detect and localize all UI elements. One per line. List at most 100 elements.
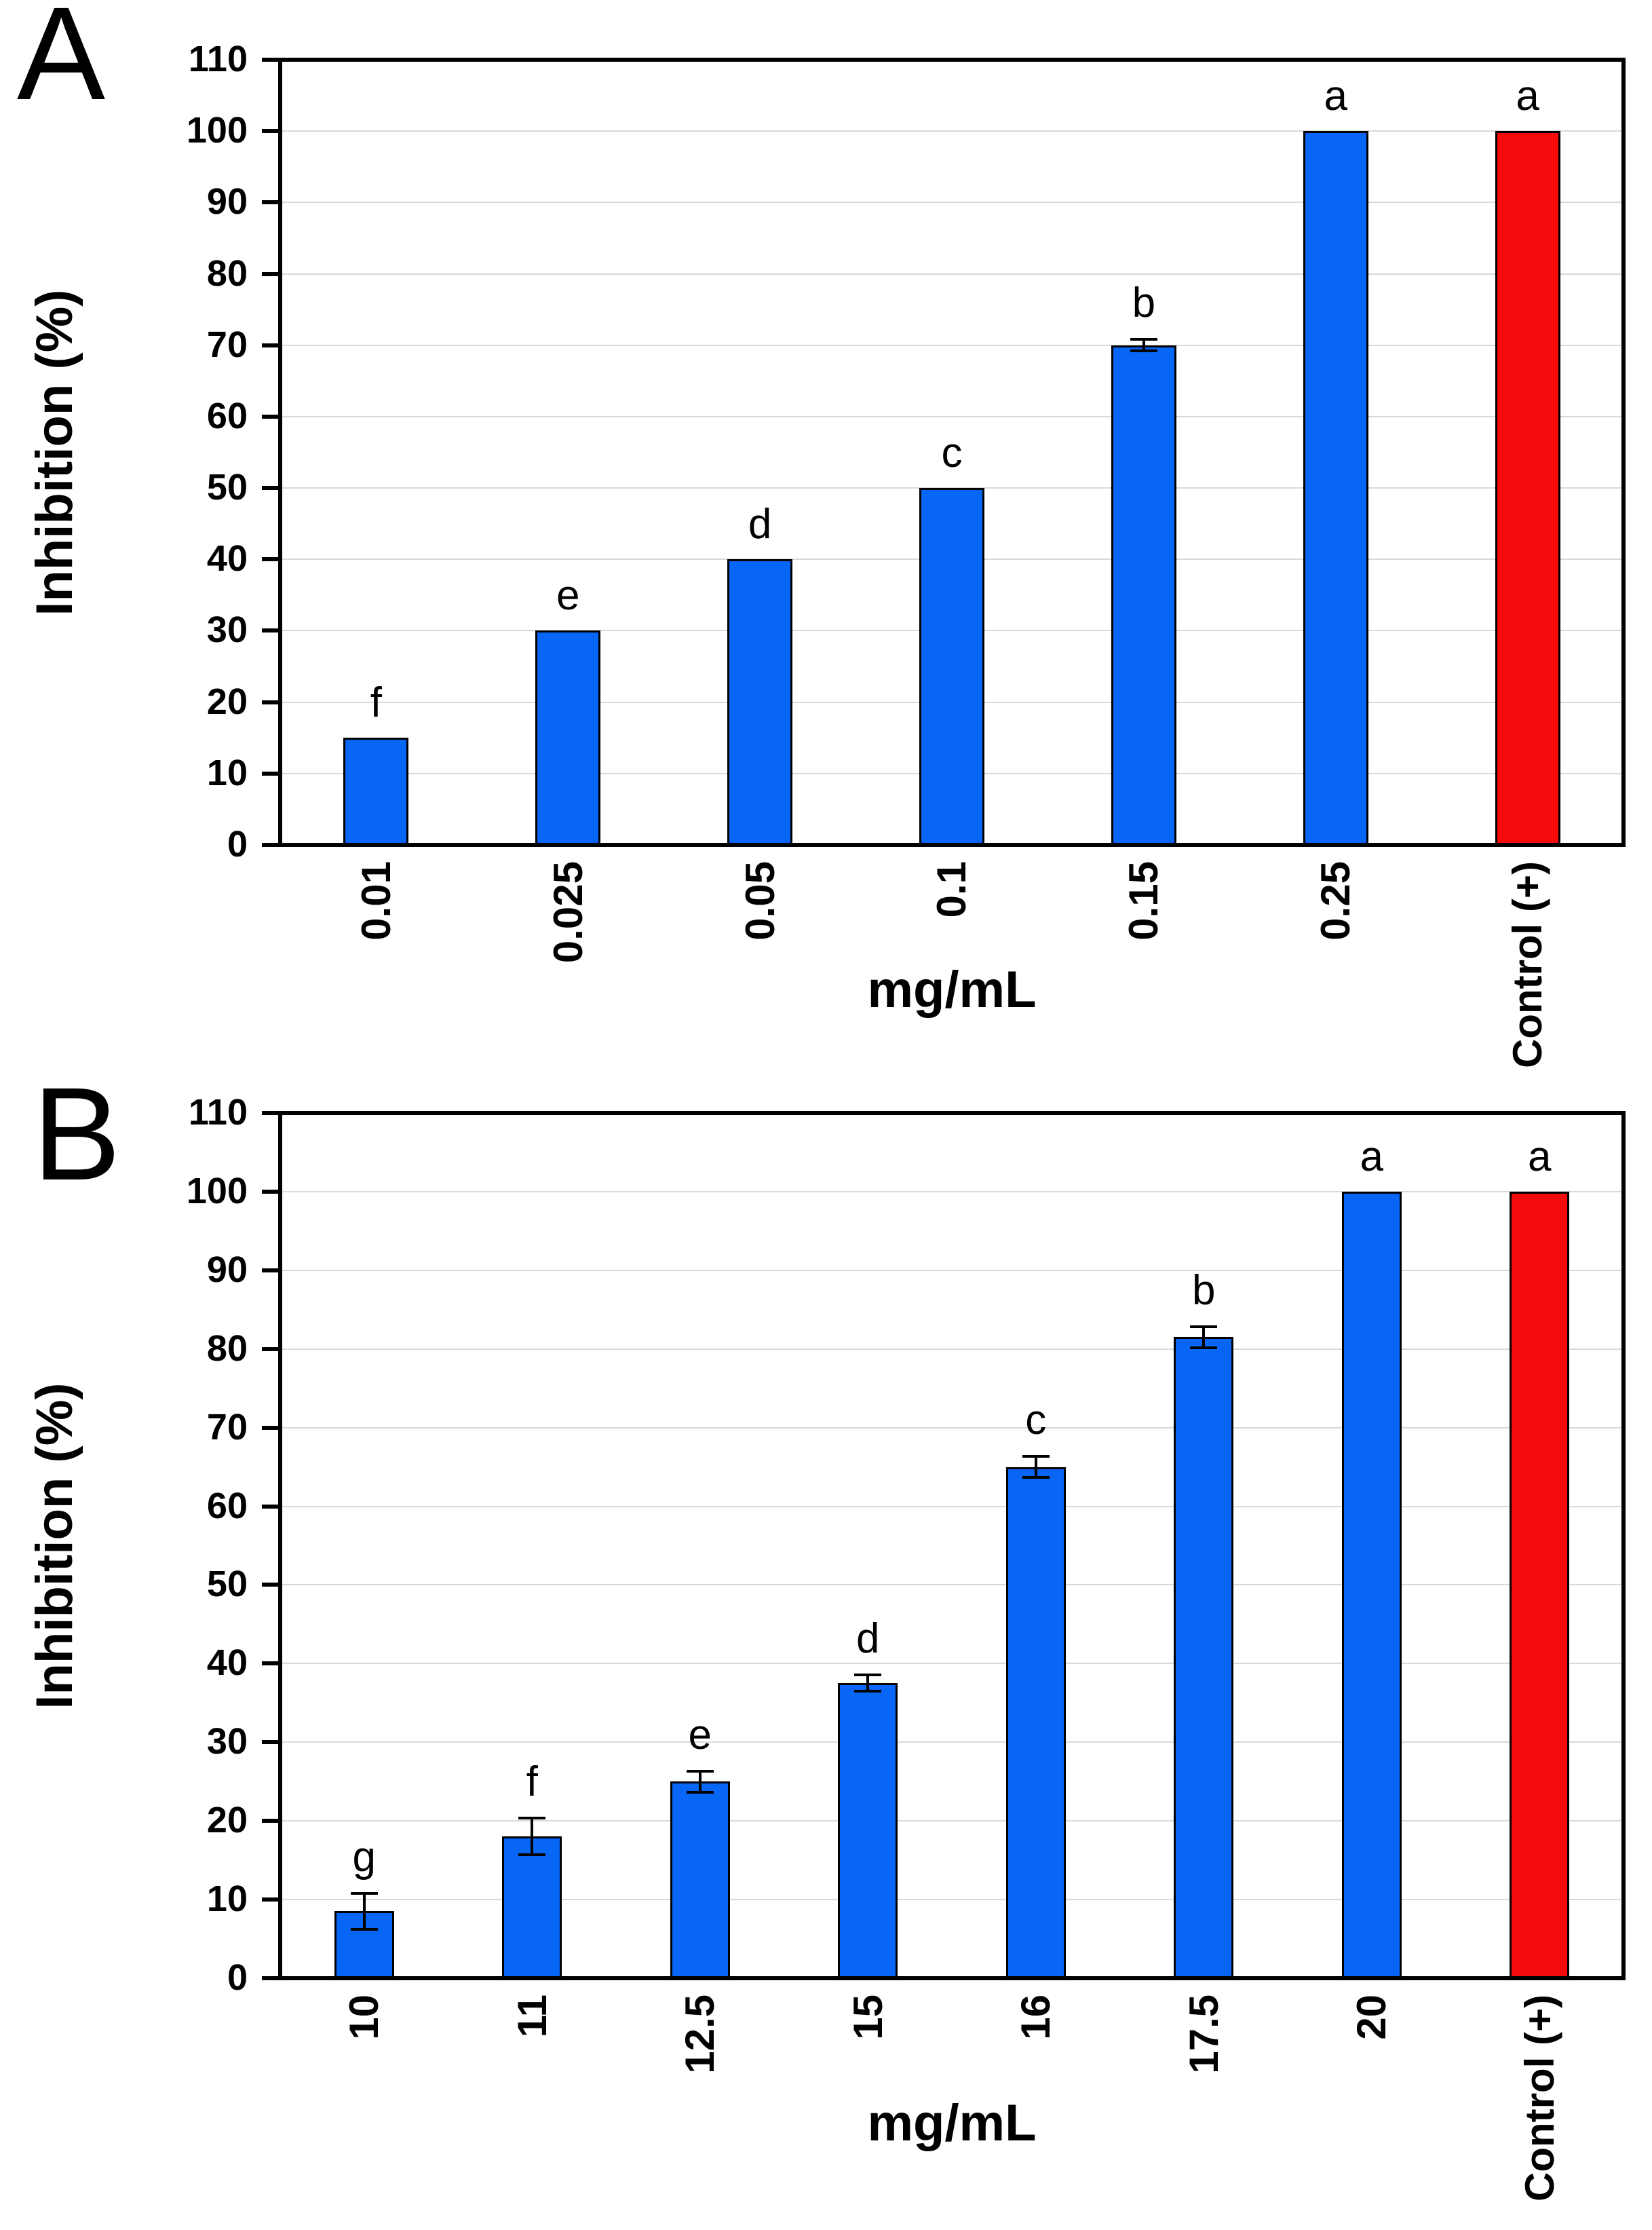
error-bar-line xyxy=(1142,338,1145,353)
significance-letter: b xyxy=(1132,280,1156,327)
bar xyxy=(727,559,793,845)
error-bar-cap xyxy=(1130,338,1157,341)
bar xyxy=(1174,1337,1234,1978)
y-tick xyxy=(262,700,278,704)
y-tick xyxy=(262,771,278,776)
y-tick xyxy=(262,1897,278,1902)
y-tick-label: 80 xyxy=(206,252,248,294)
bar xyxy=(670,1781,730,1978)
significance-letter: a xyxy=(1528,1133,1552,1180)
gridline-70 xyxy=(280,1426,1624,1429)
y-tick xyxy=(262,1111,278,1115)
gridline-60 xyxy=(280,1505,1624,1507)
bar-slot: f xyxy=(448,1113,617,1978)
y-tick xyxy=(262,414,278,419)
y-tick-label: 100 xyxy=(186,110,248,151)
error-bar-cap xyxy=(350,1928,378,1931)
y-tick xyxy=(262,1976,278,1980)
y-tick-label: 110 xyxy=(188,1091,248,1133)
bar-slot: b xyxy=(1120,1113,1288,1978)
significance-letter: a xyxy=(1360,1133,1383,1180)
y-tick-label: 70 xyxy=(206,324,248,365)
significance-letter: f xyxy=(370,679,383,727)
gridline-70 xyxy=(280,344,1624,346)
y-tick xyxy=(262,58,278,62)
y-tick-label: 0 xyxy=(227,1957,248,1998)
error-bar-line xyxy=(362,1891,366,1931)
gridline-20 xyxy=(280,1820,1624,1822)
y-tick-label: 80 xyxy=(206,1327,248,1369)
y-tick xyxy=(262,557,278,562)
y-tick-label: 110 xyxy=(188,38,248,79)
bar xyxy=(1510,1191,1570,1978)
y-tick-label: 30 xyxy=(206,1721,248,1762)
bar-slot: d xyxy=(784,1113,953,1978)
bar-slot: b xyxy=(1048,60,1240,845)
significance-letter: a xyxy=(1516,73,1539,120)
x-tick-label: 0.25 xyxy=(1313,861,1359,941)
significance-letter: d xyxy=(748,501,772,548)
bar xyxy=(919,488,984,845)
error-bar-cap xyxy=(686,1769,714,1773)
error-bar-line xyxy=(1034,1455,1037,1479)
y-tick-label: 50 xyxy=(206,1564,248,1605)
bar-slot: g xyxy=(280,1113,448,1978)
x-tick-label: 11 xyxy=(509,1995,555,2038)
y-tick-label: 100 xyxy=(186,1170,248,1211)
bar xyxy=(502,1836,562,1978)
error-bar xyxy=(684,1769,716,1794)
error-bar-cap xyxy=(518,1817,546,1820)
significance-letter: d xyxy=(856,1615,880,1663)
error-bar-cap xyxy=(854,1674,882,1677)
gridline-80 xyxy=(280,1348,1624,1350)
panel-a: A Inhibition (%) mg/mL 0 10 20 30 40 50 60 70 80… xyxy=(0,0,1652,1068)
y-tick xyxy=(262,1346,278,1351)
gridline-100 xyxy=(280,130,1624,132)
y-axis-title: Inhibition (%) xyxy=(26,1382,83,1709)
x-tick-label: 15 xyxy=(845,1995,891,2040)
bar-slot: a xyxy=(1288,1113,1456,1978)
gridline-100 xyxy=(280,1190,1624,1192)
panel-b-plot-area: Inhibition (%) mg/mL 0 10 20 30 40 50 60 70 80 90… xyxy=(26,1094,1626,2201)
error-bar-cap xyxy=(1190,1325,1218,1328)
y-tick-label: 40 xyxy=(206,1642,248,1684)
significance-letter: e xyxy=(556,572,580,620)
y-axis-title: Inhibition (%) xyxy=(26,288,83,616)
bar xyxy=(838,1683,898,1978)
bar xyxy=(1495,131,1560,845)
x-tick-label: 0.025 xyxy=(545,861,591,964)
panel-b-label: B xyxy=(33,1060,121,1208)
gridline-40 xyxy=(280,1663,1624,1665)
y-tick-label: 50 xyxy=(206,466,248,508)
y-tick-label: 20 xyxy=(206,1800,248,1841)
error-bar xyxy=(851,1674,884,1693)
significance-letter: e xyxy=(688,1711,712,1758)
bar xyxy=(1303,131,1368,845)
y-tick-label: 60 xyxy=(206,1485,248,1526)
x-tick-label: 20 xyxy=(1349,1995,1395,2040)
y-tick xyxy=(262,1504,278,1509)
bar-slot: c xyxy=(856,60,1048,845)
significance-letter: a xyxy=(1324,73,1347,120)
x-tick-label: 0.01 xyxy=(353,861,399,941)
error-bar-cap xyxy=(854,1690,882,1693)
bar-slot: a xyxy=(1456,1113,1624,1978)
x-axis-title: mg/mL xyxy=(867,961,1037,1019)
gridline-80 xyxy=(280,273,1624,275)
gridline-10 xyxy=(280,1899,1624,1901)
y-tick xyxy=(262,343,278,347)
error-bar-cap xyxy=(1190,1346,1218,1349)
x-tick-label: 10 xyxy=(341,1995,387,2040)
y-tick xyxy=(262,1189,278,1194)
x-tick-label: 0.15 xyxy=(1121,861,1167,941)
bar-slot: a xyxy=(1432,60,1624,845)
y-tick xyxy=(262,628,278,633)
error-bar xyxy=(516,1817,548,1857)
error-bar-cap xyxy=(518,1853,546,1857)
gridline-60 xyxy=(280,415,1624,417)
y-tick-label: 0 xyxy=(227,823,248,865)
y-tick-label: 90 xyxy=(206,181,248,223)
error-bar-line xyxy=(698,1769,702,1794)
significance-letter: c xyxy=(1025,1397,1047,1444)
y-tick-label: 60 xyxy=(206,395,248,436)
